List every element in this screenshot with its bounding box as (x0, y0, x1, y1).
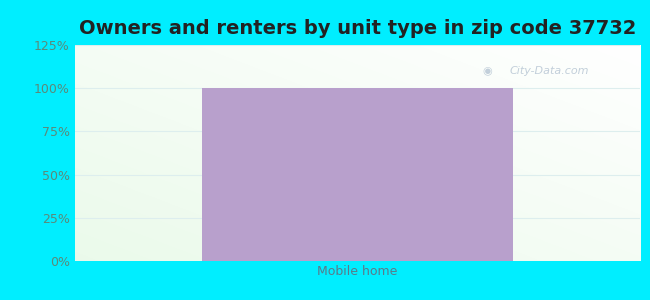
Text: City-Data.com: City-Data.com (510, 66, 590, 76)
Bar (202, 88, 513, 261)
Text: ◉: ◉ (483, 66, 493, 76)
Title: Owners and renters by unit type in zip code 37732: Owners and renters by unit type in zip c… (79, 19, 636, 38)
